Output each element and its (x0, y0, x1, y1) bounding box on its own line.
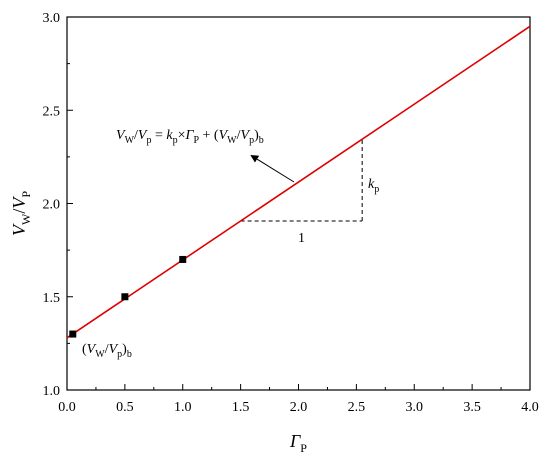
x-tick-label: 2.5 (348, 400, 366, 415)
equation-label: VW/Vp = kp×ΓP + (VW/Vp)b (116, 128, 264, 146)
y-tick-label: 2.0 (43, 198, 61, 213)
x-tick-label: 3.0 (406, 400, 424, 415)
x-axis-ticks: 0.0 0.5 1.0 1.5 2.0 2.5 3.0 3.5 4.0 (58, 384, 539, 415)
x-tick-label: 1.0 (174, 400, 192, 415)
y-axis-title: VW/VP (9, 191, 33, 236)
fit-line (66, 25, 531, 339)
equation-arrow (250, 154, 295, 183)
data-point (179, 255, 187, 263)
intercept-label: (VW/Vp)b (82, 342, 132, 360)
data-point (69, 330, 77, 338)
x-axis-title: ΓP (289, 431, 307, 455)
slope-label: kp (368, 177, 379, 195)
x-tick-label: 4.0 (521, 400, 539, 415)
y-tick-label: 3.0 (43, 11, 61, 26)
x-tick-label: 0.5 (116, 400, 134, 415)
y-tick-label: 1.0 (43, 384, 61, 399)
data-points (69, 255, 187, 338)
y-tick-label: 1.5 (43, 291, 61, 306)
x-tick-label: 3.5 (463, 400, 481, 415)
data-point (121, 293, 129, 301)
y-tick-label: 2.5 (43, 104, 61, 119)
x-tick-label: 0.0 (58, 400, 76, 415)
y-axis-ticks: 1.0 1.5 2.0 2.5 3.0 (43, 11, 73, 399)
x-tick-label: 2.0 (290, 400, 308, 415)
run-label: 1 (298, 231, 305, 246)
x-tick-label: 1.5 (232, 400, 250, 415)
